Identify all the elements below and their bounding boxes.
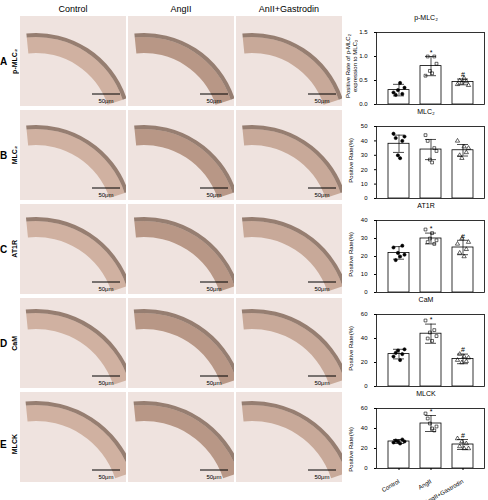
html-text:MLC₂: MLC₂ bbox=[417, 108, 435, 115]
svg-text:50μm: 50μm bbox=[206, 286, 221, 292]
svg-text:30: 30 bbox=[361, 235, 368, 241]
html-text:Positive Rate(%): Positive Rate(%) bbox=[347, 325, 354, 371]
html-text:AnII+Gastrodin: AnII+Gastrodin bbox=[258, 4, 320, 14]
svg-text:50μm: 50μm bbox=[206, 192, 221, 198]
svg-text:0: 0 bbox=[364, 289, 368, 295]
html-text:MLC₂: MLC₂ bbox=[11, 145, 18, 165]
svg-text:0: 0 bbox=[364, 195, 368, 201]
svg-text:50μm: 50μm bbox=[206, 380, 221, 386]
html-text:AT1R: AT1R bbox=[11, 240, 18, 258]
svg-text:50μm: 50μm bbox=[206, 474, 221, 480]
html-text:D: D bbox=[0, 337, 8, 349]
html-text:Positive Rate of p-MLC₂ expres: Positive Rate of p-MLC₂ expression to ML… bbox=[344, 34, 357, 98]
svg-text:#: # bbox=[461, 233, 465, 240]
svg-text:40: 40 bbox=[361, 425, 368, 431]
svg-text:Control: Control bbox=[381, 478, 401, 493]
svg-text:50μm: 50μm bbox=[98, 286, 113, 292]
html-text:B: B bbox=[0, 149, 8, 161]
svg-text:20: 20 bbox=[361, 359, 368, 365]
svg-text:1.0: 1.0 bbox=[359, 53, 368, 59]
svg-text:50μm: 50μm bbox=[314, 474, 329, 480]
svg-text:50μm: 50μm bbox=[314, 192, 329, 198]
html-text:AngII: AngII bbox=[170, 4, 192, 14]
html-text:Positive Rate(%): Positive Rate(%) bbox=[347, 426, 354, 472]
svg-text:40: 40 bbox=[361, 138, 368, 144]
html-text:Positive Rate(%): Positive Rate(%) bbox=[347, 231, 354, 277]
svg-text:0: 0 bbox=[364, 465, 368, 471]
svg-text:20: 20 bbox=[361, 167, 368, 173]
svg-text:40: 40 bbox=[361, 217, 368, 223]
svg-text:*: * bbox=[430, 316, 433, 323]
svg-text:40: 40 bbox=[361, 335, 368, 341]
svg-text:*: * bbox=[430, 49, 433, 56]
svg-text:20: 20 bbox=[361, 445, 368, 451]
svg-text:50μm: 50μm bbox=[314, 286, 329, 292]
html-text:MLCK: MLCK bbox=[416, 390, 436, 397]
svg-text:50μm: 50μm bbox=[98, 380, 113, 386]
svg-text:20: 20 bbox=[361, 253, 368, 259]
svg-text:*: * bbox=[430, 225, 433, 232]
svg-text:#: # bbox=[461, 432, 465, 439]
svg-text:0.0: 0.0 bbox=[359, 101, 368, 107]
html-text:E: E bbox=[0, 438, 7, 450]
svg-text:50μm: 50μm bbox=[314, 380, 329, 386]
html-text:Positive Rate(%): Positive Rate(%) bbox=[347, 137, 354, 183]
html-text:CaM: CaM bbox=[11, 335, 18, 351]
html-text:Control: Control bbox=[58, 4, 88, 14]
html-text:A: A bbox=[0, 55, 8, 67]
svg-text:AngII+Gastrodin: AngII+Gastrodin bbox=[424, 478, 465, 500]
svg-text:#: # bbox=[461, 346, 465, 353]
html-text:p-MLC₂: p-MLC₂ bbox=[11, 48, 18, 74]
html-text:MLCK: MLCK bbox=[11, 433, 18, 455]
svg-text:#: # bbox=[461, 71, 465, 78]
svg-text:0.5: 0.5 bbox=[359, 77, 368, 83]
svg-text:AngII: AngII bbox=[417, 478, 432, 490]
svg-text:0: 0 bbox=[364, 383, 368, 389]
svg-text:*: * bbox=[430, 408, 433, 415]
svg-text:50μm: 50μm bbox=[314, 98, 329, 104]
svg-text:50μm: 50μm bbox=[98, 474, 113, 480]
html-text:p-MLC₂: p-MLC₂ bbox=[414, 14, 438, 21]
svg-text:30: 30 bbox=[361, 152, 368, 158]
html-text:CaM: CaM bbox=[418, 296, 434, 303]
svg-text:50μm: 50μm bbox=[206, 98, 221, 104]
html-text:AT1R: AT1R bbox=[417, 202, 435, 209]
svg-text:50: 50 bbox=[361, 123, 368, 129]
svg-text:50μm: 50μm bbox=[98, 98, 113, 104]
svg-text:10: 10 bbox=[361, 181, 368, 187]
svg-text:60: 60 bbox=[361, 311, 368, 317]
svg-text:10: 10 bbox=[361, 271, 368, 277]
svg-text:60: 60 bbox=[361, 405, 368, 411]
svg-text:1.5: 1.5 bbox=[359, 29, 368, 35]
svg-text:50μm: 50μm bbox=[98, 192, 113, 198]
html-text:C: C bbox=[0, 243, 8, 255]
